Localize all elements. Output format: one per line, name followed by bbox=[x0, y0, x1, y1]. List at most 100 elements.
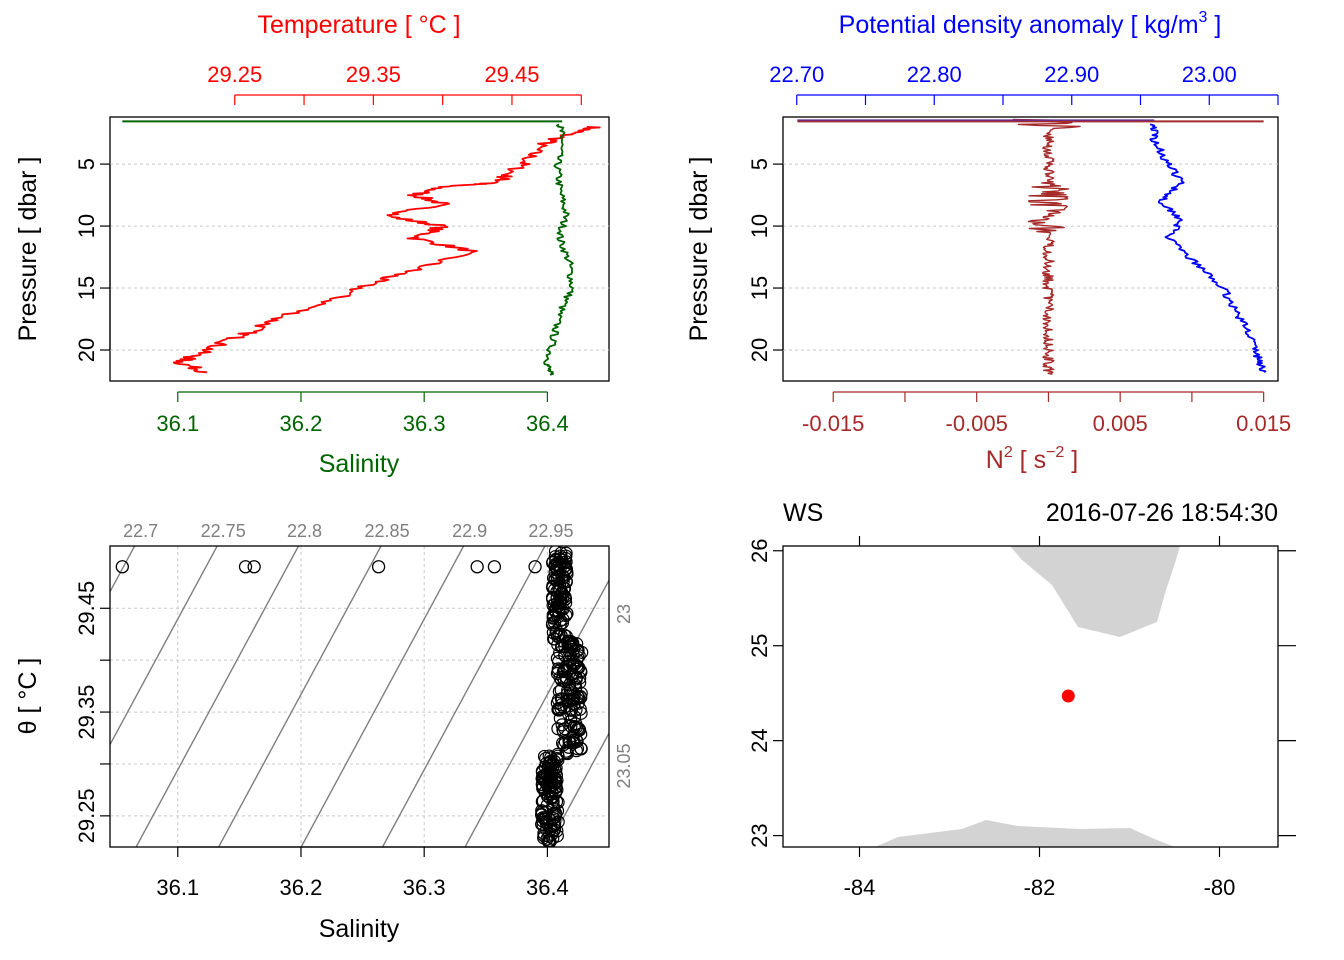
pressure-tick-label: 10 bbox=[74, 214, 99, 238]
ts-point bbox=[550, 591, 564, 605]
ts-point bbox=[551, 693, 566, 707]
profile-axes: 5 10 15 20 22.70 22.80 22.90 23.00 -0.015 -0.005 0… bbox=[747, 62, 1291, 436]
ts-point bbox=[543, 791, 558, 806]
ts-point bbox=[539, 811, 553, 825]
ts-outlier-point bbox=[528, 560, 542, 574]
ts-point bbox=[535, 777, 549, 791]
ts-point bbox=[559, 555, 573, 569]
isopycnal-label: 23 bbox=[614, 604, 634, 624]
ts-point bbox=[562, 678, 577, 692]
pressure-gridlines bbox=[783, 163, 1278, 351]
ts-point bbox=[553, 671, 567, 685]
isopycnal-label: 22.9 bbox=[452, 521, 487, 541]
ts-point bbox=[569, 744, 583, 758]
ts-axes: 36.1 36.2 36.3 36.4 29.25 29.35 29.45 bbox=[74, 581, 569, 900]
ts-xtick-label: 36.1 bbox=[156, 875, 199, 900]
n2-tick-label: -0.015 bbox=[802, 411, 864, 436]
n2-tick-label: 0.005 bbox=[1093, 411, 1148, 436]
ts-point bbox=[564, 714, 578, 728]
ts-points bbox=[115, 546, 589, 847]
ts-xtick-label: 36.4 bbox=[526, 875, 569, 900]
ts-outlier-point bbox=[115, 560, 129, 574]
isopycnal-labels: 22.7 22.75 22.8 22.85 22.9 22.95 23 23.05 bbox=[123, 521, 634, 789]
profile-series bbox=[122, 120, 601, 376]
station-name: WS bbox=[783, 499, 823, 527]
ts-point bbox=[543, 835, 557, 847]
ts-ytick-label: 29.25 bbox=[74, 788, 99, 843]
ts-ytick-label: 29.45 bbox=[74, 581, 99, 636]
n2-line bbox=[1012, 118, 1081, 375]
salinity-tick-label: 36.3 bbox=[403, 411, 446, 436]
ts-point bbox=[542, 829, 556, 843]
lat-tick-label: 26 bbox=[747, 539, 772, 563]
lon-tick-label: -82 bbox=[1024, 875, 1056, 900]
land-cuba bbox=[875, 820, 1175, 847]
isopycnal-lines bbox=[110, 546, 609, 847]
panel-location-map: -84 -82 -80 23 24 25 26 WS 2016-07-26 18:54:30 bbox=[747, 499, 1296, 900]
density-tick-label: 22.90 bbox=[1044, 62, 1099, 87]
lat-tick-label: 25 bbox=[747, 633, 772, 657]
ts-point bbox=[553, 711, 567, 725]
n2-axis-title: N2 [ s−2 ] bbox=[986, 444, 1078, 474]
salinity-tick-label: 36.1 bbox=[156, 411, 199, 436]
salinity-tick-label: 36.2 bbox=[280, 411, 323, 436]
lon-tick-label: -84 bbox=[844, 875, 876, 900]
ts-point bbox=[551, 664, 565, 678]
land-areas bbox=[875, 546, 1180, 847]
ts-point bbox=[549, 779, 563, 794]
plot-frame bbox=[109, 545, 610, 848]
density-line bbox=[1149, 123, 1267, 373]
ts-point bbox=[575, 645, 589, 659]
ts-point bbox=[545, 827, 559, 841]
ts-outlier-point bbox=[487, 560, 502, 574]
ts-point bbox=[551, 795, 565, 809]
ts-point bbox=[572, 691, 586, 705]
isopycnal-label: 22.95 bbox=[528, 521, 573, 541]
ts-point bbox=[556, 725, 571, 739]
ts-point bbox=[546, 555, 560, 569]
ts-point bbox=[552, 605, 566, 619]
temperature-tick-label: 29.45 bbox=[484, 62, 539, 87]
map-axes: -84 -82 -80 23 24 25 26 bbox=[747, 536, 1296, 900]
ts-gridlines bbox=[110, 546, 609, 847]
isopycnal-line bbox=[381, 546, 546, 847]
ts-point bbox=[543, 813, 557, 827]
lat-tick-label: 24 bbox=[747, 728, 772, 752]
salinity-tick-label: 36.4 bbox=[526, 411, 569, 436]
temperature-tick-label: 29.35 bbox=[346, 62, 401, 87]
ts-outlier-point bbox=[238, 560, 253, 574]
plot-frame bbox=[782, 545, 1279, 848]
isopycnal-label: 22.85 bbox=[365, 521, 410, 541]
isopycnal-label: 22.7 bbox=[123, 521, 158, 541]
ts-point bbox=[570, 742, 585, 756]
pressure-tick-label: 15 bbox=[747, 276, 772, 300]
plot-frame bbox=[782, 116, 1279, 382]
density-tick-label: 22.80 bbox=[907, 62, 962, 87]
pressure-tick-label: 5 bbox=[747, 158, 772, 170]
profile-axes: 5 10 15 20 29.25 29.35 29.45 36.1 36.2 36.3 36.4 bbox=[74, 62, 582, 436]
ts-point bbox=[546, 795, 560, 809]
isopycnal-line bbox=[547, 731, 609, 847]
ts-point bbox=[544, 751, 558, 765]
ts-point bbox=[559, 546, 573, 560]
isopycnal-label: 22.8 bbox=[287, 521, 322, 541]
ts-xtick-label: 36.2 bbox=[280, 875, 323, 900]
isopycnal-line bbox=[218, 546, 382, 847]
ts-point bbox=[558, 559, 572, 573]
ts-ytick-label: 29.35 bbox=[74, 685, 99, 740]
panel-density-n2: 5 10 15 20 22.70 22.80 22.90 23.00 -0.015 -0.005 0… bbox=[685, 9, 1291, 474]
ts-point bbox=[539, 816, 553, 830]
ts-point bbox=[548, 546, 563, 558]
temperature-axis-title: Temperature [ °C ] bbox=[257, 11, 460, 39]
salinity-line bbox=[543, 123, 574, 376]
theta-axis-label: θ [ °C ] bbox=[14, 658, 42, 735]
isopycnal-label: 22.75 bbox=[201, 521, 246, 541]
pressure-gridlines bbox=[110, 163, 609, 351]
ts-point bbox=[570, 692, 584, 706]
ts-outlier-point bbox=[470, 560, 484, 574]
lon-tick-label: -80 bbox=[1204, 875, 1236, 900]
ts-point bbox=[552, 627, 566, 642]
ts-point bbox=[555, 569, 569, 583]
lat-tick-label: 23 bbox=[747, 823, 772, 847]
